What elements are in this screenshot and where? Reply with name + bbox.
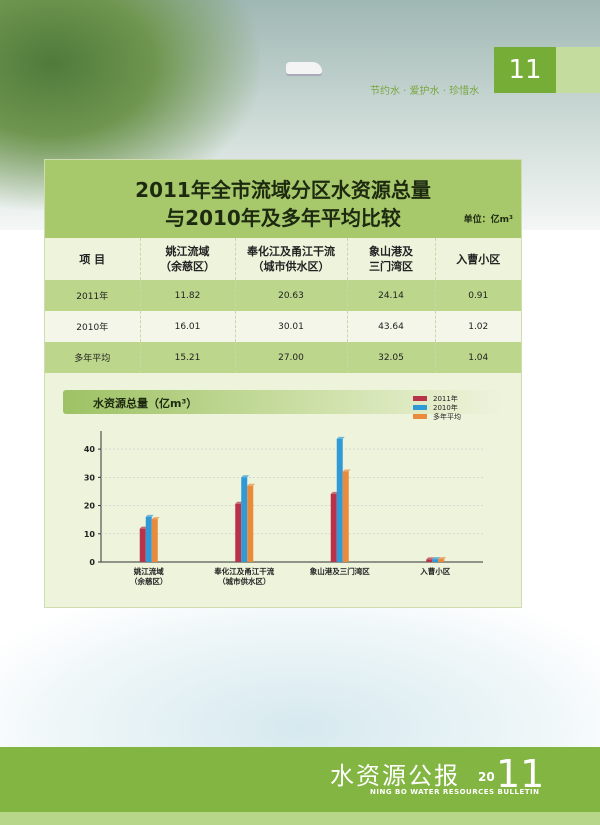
x-tick-label: 入曹小区: [419, 566, 450, 576]
table-row: 2011年 11.82 20.63 24.14 0.91: [45, 280, 521, 311]
x-tick-sublabel: （城市供水区）: [218, 576, 271, 586]
table-cell: 1.02: [435, 311, 521, 342]
header-cell: 姚江流域 （余慈区）: [140, 238, 236, 280]
table-cell: 16.01: [140, 311, 236, 342]
y-tick-label: 30: [84, 473, 96, 482]
bar: [426, 559, 433, 562]
unit-label: 单位：亿m³: [463, 215, 513, 225]
bar: [432, 559, 439, 562]
legend-swatch: [413, 405, 427, 410]
bar: [336, 438, 343, 562]
footer-stripe: [0, 812, 600, 825]
bar: [151, 519, 158, 562]
footer-year-suffix: 11: [496, 752, 545, 796]
bar: [438, 559, 445, 562]
table-cell: 11.82: [140, 280, 236, 311]
bar: [145, 516, 152, 562]
legend-label: 2011年: [433, 394, 458, 403]
legend-label: 2010年: [433, 403, 458, 412]
chart-container: 水资源总量（亿m³） 0 10 20 30 40 姚江流域 （余慈区） 奉化江及甬江干流 （城市…: [63, 390, 503, 600]
table-cell: 30.01: [235, 311, 348, 342]
table-row: 2010年 16.01 30.01 43.64 1.02: [45, 311, 521, 342]
bar-top: [426, 557, 435, 560]
bar: [342, 471, 349, 562]
footer-year-prefix: 20: [478, 770, 495, 784]
x-tick-label: 姚江流域: [133, 566, 164, 576]
page-number-tab: 11: [494, 47, 556, 93]
row-label: 多年平均: [45, 342, 141, 373]
footer-title: 水资源公报: [330, 762, 460, 790]
bar-top: [145, 514, 154, 517]
data-table: 项 目 姚江流域 （余慈区） 奉化江及甬江干流 （城市供水区） 象山港及 三门湾区 入…: [45, 238, 521, 373]
x-tick-label: 奉化江及甬江干流: [213, 566, 274, 576]
page-tab-strip: [556, 47, 600, 93]
table-cell: 27.00: [235, 342, 348, 373]
bar-chart: 0 10 20 30 40 姚江流域（余慈区） 奉化江及甬江干流（城市供水区） 象山港及三门湾…: [84, 394, 483, 586]
bar-top: [241, 475, 250, 478]
water-splash-background: [0, 600, 600, 760]
y-tick-label: 10: [84, 530, 96, 539]
y-tick-label: 0: [89, 558, 95, 567]
bar-top: [151, 517, 160, 520]
y-tick-label: 20: [84, 502, 96, 511]
legend-swatch: [413, 414, 427, 419]
chart-header-bar: 水资源总量（亿m³）: [63, 390, 503, 414]
y-tick-label: 40: [84, 445, 96, 454]
table-cell: 20.63: [235, 280, 348, 311]
title-box: 2011年全市流域分区水资源总量 与2010年及多年平均比较 单位：亿m³: [45, 160, 521, 238]
table-header-row: 项 目 姚江流域 （余慈区） 奉化江及甬江干流 （城市供水区） 象山港及 三门湾区 入…: [45, 238, 521, 280]
chart-title: 水资源总量（亿m³）: [93, 397, 198, 410]
x-tick-label: 象山港及三门湾区: [310, 566, 370, 576]
boat-picture: [286, 62, 322, 74]
legend-swatch: [413, 396, 427, 401]
x-tick-sublabel: （余慈区）: [130, 576, 168, 586]
bar-top: [438, 557, 447, 560]
header-cell: 象山港及 三门湾区: [347, 238, 436, 280]
page-title-line1: 2011年全市流域分区水资源总量: [135, 178, 431, 202]
footer-subtitle: NING BO WATER RESOURCES BULLETIN: [370, 788, 540, 796]
bar: [139, 528, 146, 562]
content-panel: 2011年全市流域分区水资源总量 与2010年及多年平均比较 单位：亿m³ 项 …: [45, 160, 521, 607]
table-cell: 32.05: [347, 342, 436, 373]
table-cell: 43.64: [347, 311, 436, 342]
bar-top: [247, 483, 256, 486]
bar: [247, 485, 254, 562]
legend-label: 多年平均: [433, 412, 461, 421]
bar: [241, 477, 248, 562]
table-cell: 1.04: [435, 342, 521, 373]
bar-top: [342, 469, 351, 472]
table-cell: 24.14: [347, 280, 436, 311]
bar-top: [432, 557, 441, 560]
table-row: 多年平均 15.21 27.00 32.05 1.04: [45, 342, 521, 373]
page-title-line2: 与2010年及多年平均比较: [165, 206, 401, 230]
header-cell: 入曹小区: [435, 238, 521, 280]
header-cell: 奉化江及甬江干流 （城市供水区）: [235, 238, 348, 280]
table-cell: 15.21: [140, 342, 236, 373]
header-slogan: 节约水 · 爱护水 · 珍惜水: [370, 86, 480, 97]
table-cell: 0.91: [435, 280, 521, 311]
bar: [235, 503, 242, 562]
row-label: 2010年: [45, 311, 141, 342]
bar: [330, 493, 337, 562]
row-label: 2011年: [45, 280, 141, 311]
header-cell: 项 目: [45, 238, 141, 280]
bar-top: [336, 436, 345, 439]
